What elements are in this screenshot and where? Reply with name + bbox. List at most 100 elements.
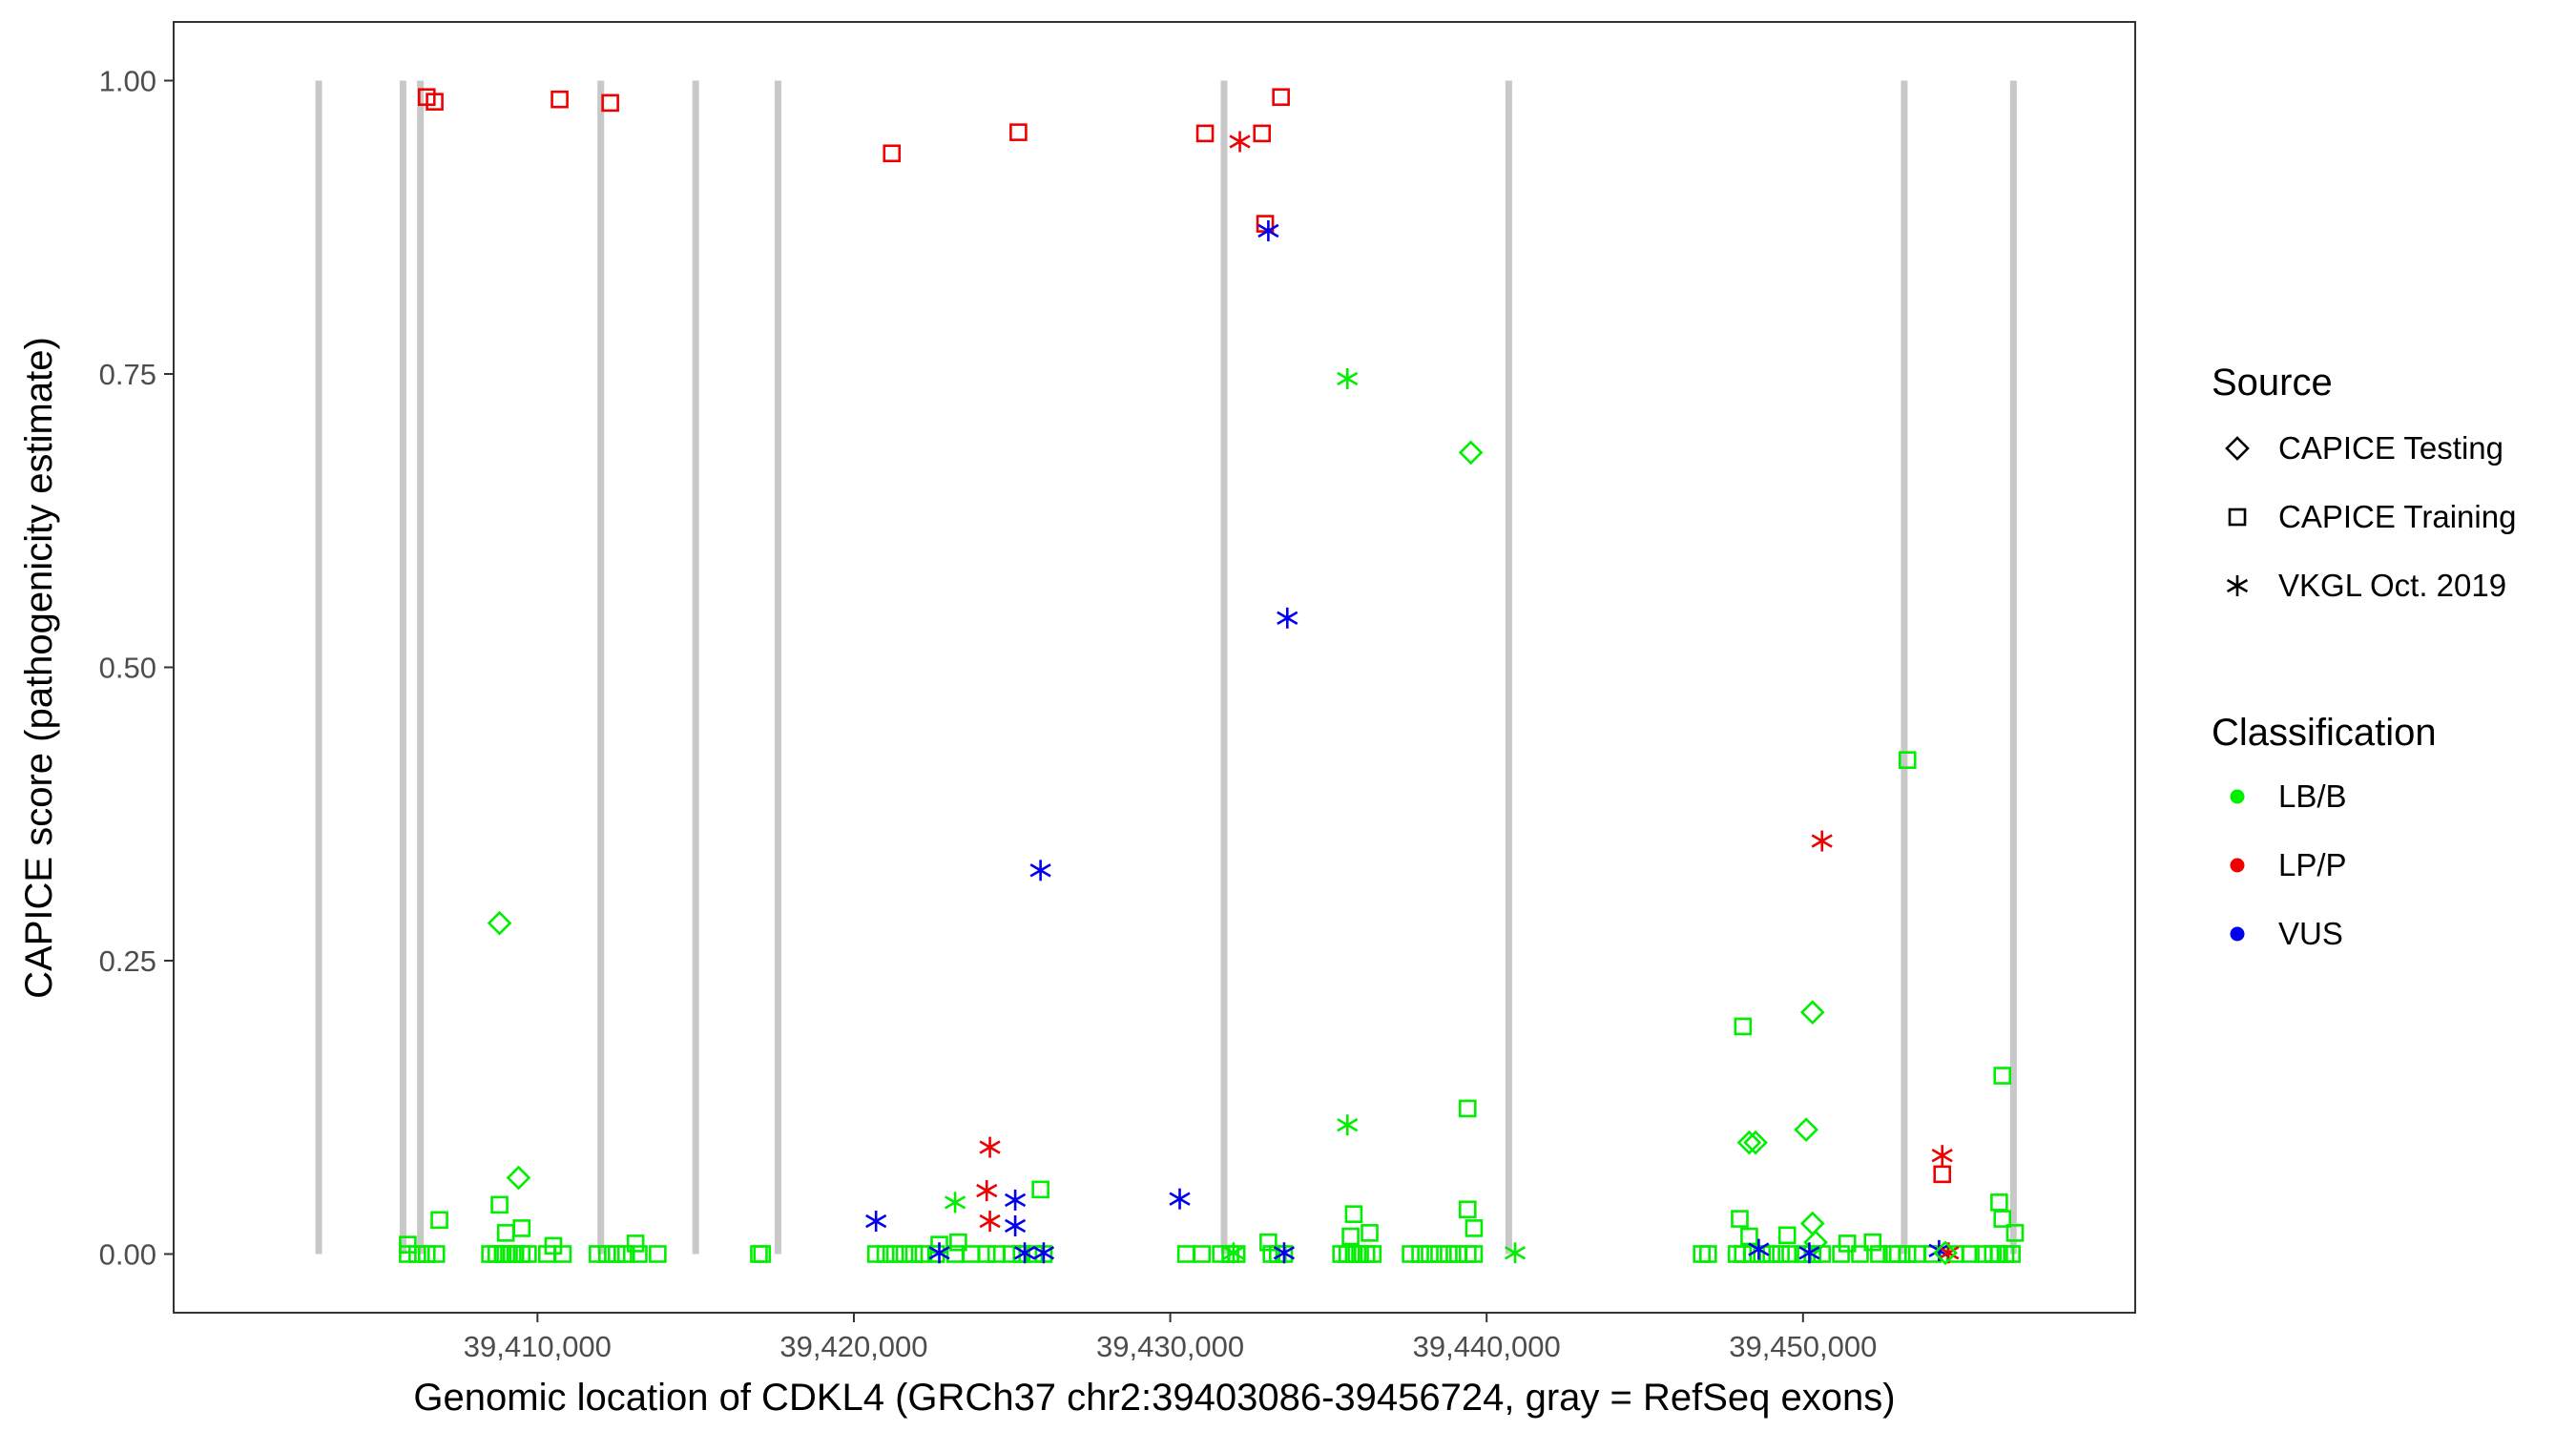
legend-class-label: LP/P <box>2278 847 2347 882</box>
data-point <box>426 93 444 111</box>
data-point <box>1004 1189 1027 1211</box>
x-tick-label: 39,440,000 <box>1413 1330 1561 1363</box>
data-point <box>1440 1245 1458 1263</box>
legend-class-item: VUS <box>2230 916 2343 951</box>
data-point <box>1933 1165 1952 1184</box>
legend-key-diamond <box>2225 436 2250 461</box>
legend-class-label: VUS <box>2278 916 2343 951</box>
data-point <box>601 93 619 113</box>
data-point <box>1798 1242 1820 1264</box>
y-tick-label: 0.75 <box>99 358 156 391</box>
data-point <box>519 1245 537 1263</box>
data-point <box>979 1211 1001 1233</box>
data-point <box>490 1195 509 1214</box>
legend-source-items: CAPICE Testing CAPICE Training VKGL Oct. 2… <box>2225 430 2516 603</box>
legend-classification-title: Classification <box>2212 712 2437 754</box>
y-axis-label: CAPICE score (pathogenicity estimate) <box>18 337 60 999</box>
data-point <box>630 1245 648 1263</box>
data-point <box>487 910 512 936</box>
exon-bar <box>1505 80 1512 1255</box>
data-point <box>1337 1114 1359 1136</box>
data-point <box>1277 607 1298 629</box>
data-point <box>399 1235 417 1254</box>
data-point <box>1863 1233 1882 1252</box>
data-point <box>753 1245 772 1263</box>
data-point <box>949 1233 967 1252</box>
legend-key-dot <box>2230 789 2245 804</box>
data-point <box>1458 440 1484 466</box>
data-point <box>1734 1017 1753 1036</box>
data-point <box>408 1245 426 1263</box>
data-point <box>977 1245 996 1263</box>
y-tick-label: 0.00 <box>99 1238 156 1272</box>
legend-source-item: CAPICE Testing <box>2225 430 2503 466</box>
exon-layer <box>315 80 2017 1255</box>
data-point <box>1777 1226 1797 1245</box>
data-point <box>607 1245 626 1263</box>
exon-bar <box>774 80 781 1255</box>
data-point <box>1838 1234 1857 1253</box>
legend-source-label: VKGL Oct. 2019 <box>2278 568 2506 603</box>
data-point <box>1004 1214 1027 1236</box>
data-point <box>1465 1219 1484 1237</box>
x-axis-label: Genomic location of CDKL4 (GRCh37 chr2:3… <box>413 1377 1895 1419</box>
data-point <box>1337 367 1359 389</box>
data-point <box>506 1165 531 1191</box>
data-point <box>1458 1200 1477 1219</box>
data-point <box>1699 1245 1717 1263</box>
data-point <box>1031 1180 1049 1199</box>
data-point <box>2005 1224 2025 1242</box>
data-point <box>1272 88 1290 107</box>
data-point <box>1762 1245 1780 1263</box>
data-point <box>2003 1245 2021 1263</box>
points-layer <box>399 88 2025 1266</box>
data-point <box>914 1245 933 1263</box>
data-point <box>1888 1245 1907 1263</box>
data-point <box>876 1245 895 1263</box>
data-point <box>1009 123 1028 141</box>
data-point <box>1169 1188 1191 1210</box>
data-point <box>1195 124 1215 143</box>
data-point <box>1898 751 1917 769</box>
data-point <box>895 1245 914 1263</box>
data-point <box>1832 1245 1850 1263</box>
data-point <box>426 1245 446 1263</box>
data-point <box>1361 1224 1379 1242</box>
data-point <box>1222 1242 1245 1264</box>
legend-source-label: CAPICE Training <box>2278 499 2516 534</box>
legend-source-title: Source <box>2212 362 2333 404</box>
data-point <box>598 1245 616 1263</box>
data-point <box>1799 1000 1825 1025</box>
exon-bar <box>1220 80 1228 1255</box>
x-tick-label: 39,410,000 <box>464 1330 612 1363</box>
x-tick-label: 39,430,000 <box>1096 1330 1244 1363</box>
legend-key-dot <box>2230 926 2245 942</box>
data-point <box>1811 830 1833 852</box>
exon-bar <box>2009 80 2017 1255</box>
data-point <box>1458 1099 1477 1118</box>
legend-source-item: VKGL Oct. 2019 <box>2226 568 2506 603</box>
data-point <box>1411 1245 1429 1263</box>
data-point <box>589 1245 607 1263</box>
exon-bar <box>315 80 322 1255</box>
data-point <box>1898 1245 1917 1263</box>
data-point <box>1870 1245 1888 1263</box>
legend: Source CAPICE Testing CAPICE Training VKGL… <box>2212 362 2516 951</box>
data-point <box>976 1180 998 1202</box>
data-point <box>866 1245 885 1263</box>
legend-source-label: CAPICE Testing <box>2278 430 2503 466</box>
data-point <box>551 90 569 109</box>
data-point <box>1993 1210 2012 1228</box>
data-point <box>1794 1117 1818 1142</box>
data-point <box>430 1211 448 1230</box>
data-point <box>1772 1245 1790 1263</box>
y-tick-label: 0.25 <box>99 944 156 978</box>
data-point <box>904 1245 924 1263</box>
data-point <box>1257 219 1279 241</box>
data-point <box>1229 131 1251 153</box>
data-point <box>1803 1230 1828 1255</box>
data-point <box>616 1245 635 1263</box>
data-point <box>885 1245 904 1263</box>
data-point <box>1748 1238 1770 1260</box>
x-tick-label: 39,420,000 <box>779 1330 927 1363</box>
